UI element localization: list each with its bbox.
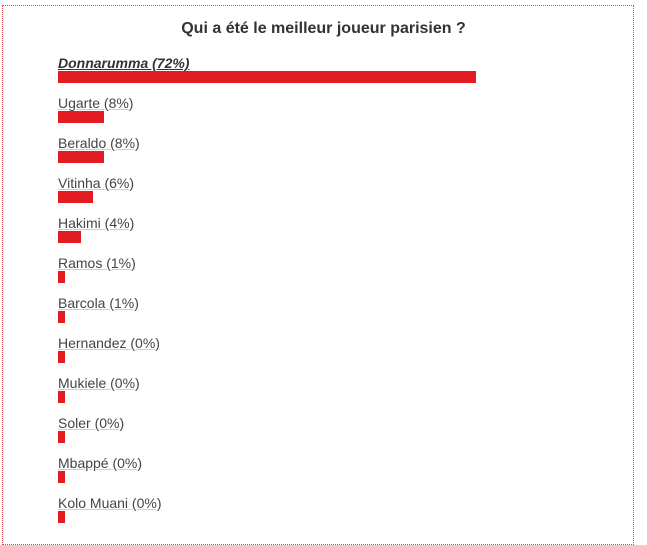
- poll-option-label: Donnarumma (72%): [58, 55, 190, 71]
- poll-option-label: Vitinha (6%): [58, 175, 135, 191]
- poll-option-label: Ugarte (8%): [58, 95, 134, 111]
- poll-option-bar: [58, 391, 65, 403]
- poll-option-bar: [58, 151, 104, 163]
- poll-option-bar: [58, 231, 81, 243]
- poll-option-label: Kolo Muani (0%): [58, 495, 162, 511]
- poll-option-label: Ramos (1%): [58, 255, 136, 271]
- poll-option-bar: [58, 311, 65, 323]
- poll-option-bar: [58, 271, 65, 283]
- poll-option[interactable]: Beraldo (8%): [58, 135, 618, 175]
- poll-option[interactable]: Hakimi (4%): [58, 215, 618, 255]
- poll-option-bar: [58, 71, 476, 83]
- poll-option-label: Hernandez (0%): [58, 335, 160, 351]
- poll-option-label: Beraldo (8%): [58, 135, 140, 151]
- poll-title: Qui a été le meilleur joueur parisien ?: [181, 20, 466, 37]
- poll-option-label: Mbappé (0%): [58, 455, 143, 471]
- poll-option-bar: [58, 431, 65, 443]
- poll-option[interactable]: Ugarte (8%): [58, 95, 618, 135]
- poll-option[interactable]: Hernandez (0%): [58, 335, 618, 375]
- poll-option-bar: [58, 191, 93, 203]
- poll-option-label: Mukiele (0%): [58, 375, 140, 391]
- poll-option-bar: [58, 351, 65, 363]
- poll-option[interactable]: Barcola (1%): [58, 295, 618, 335]
- poll-option-bar: [58, 511, 65, 523]
- poll-option-label: Barcola (1%): [58, 295, 139, 311]
- poll-option[interactable]: Donnarumma (72%): [58, 55, 618, 95]
- poll-option[interactable]: Vitinha (6%): [58, 175, 618, 215]
- poll-option-label: Hakimi (4%): [58, 215, 135, 231]
- poll-option-label: Soler (0%): [58, 415, 125, 431]
- poll-option[interactable]: Ramos (1%): [58, 255, 618, 295]
- poll-option-bar: [58, 471, 65, 483]
- poll-option-bar: [58, 111, 104, 123]
- poll-option[interactable]: Mukiele (0%): [58, 375, 618, 415]
- poll-option[interactable]: Soler (0%): [58, 415, 618, 455]
- poll-option[interactable]: Kolo Muani (0%): [58, 495, 618, 535]
- poll-option[interactable]: Mbappé (0%): [58, 455, 618, 495]
